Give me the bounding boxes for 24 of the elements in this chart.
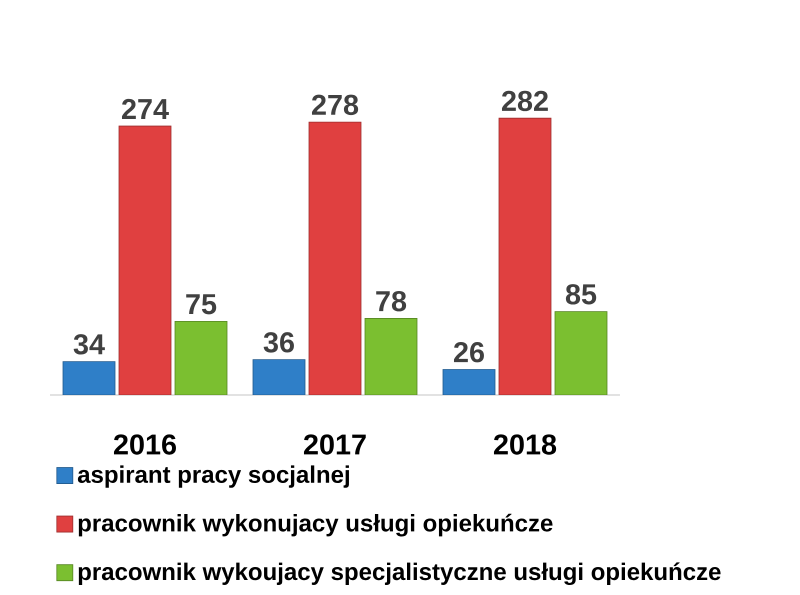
data-label: 85 xyxy=(566,284,596,304)
x-tick-label: 2016 xyxy=(114,434,176,455)
x-tick-label: 2018 xyxy=(494,434,556,455)
data-label: 26 xyxy=(454,342,484,362)
data-label: 75 xyxy=(186,294,216,314)
data-label: 34 xyxy=(74,334,105,355)
bar xyxy=(62,361,116,395)
data-label: 282 xyxy=(502,90,548,112)
bar xyxy=(498,118,552,395)
bar xyxy=(308,122,362,395)
legend-label: pracownik wykoujacy specjalistyczne usługi opiekuńcze xyxy=(78,562,721,586)
bar xyxy=(118,126,172,395)
data-label: 36 xyxy=(264,332,294,353)
bar xyxy=(554,311,608,395)
data-label: 278 xyxy=(312,94,358,116)
bar xyxy=(252,359,306,395)
data-label: 274 xyxy=(122,98,169,119)
bar xyxy=(364,318,418,395)
legend-label: aspirant pracy socjalnej xyxy=(78,465,349,488)
bar xyxy=(174,320,228,395)
bar xyxy=(442,369,496,395)
data-label: 78 xyxy=(376,290,406,312)
legend-label: pracownik wykonujacy usługi opiekuńcze xyxy=(78,514,552,536)
x-tick-label: 2017 xyxy=(304,434,366,455)
